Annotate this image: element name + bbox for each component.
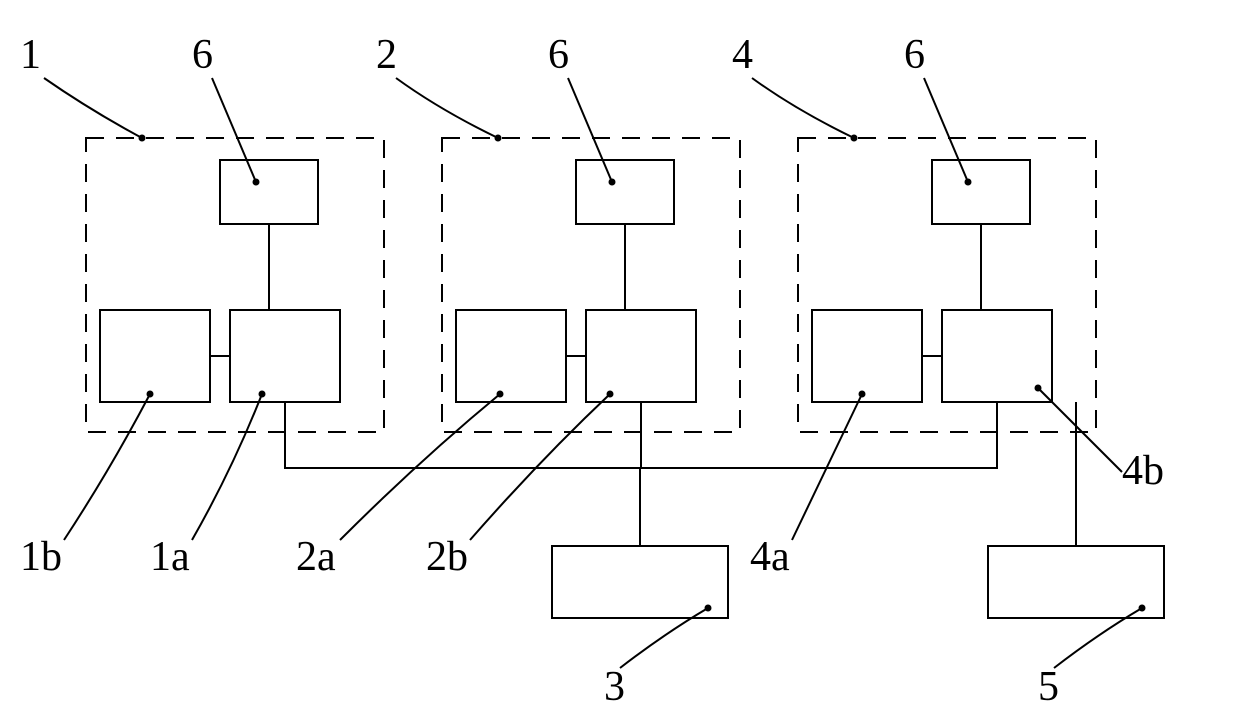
leader-dot-c6b bbox=[609, 179, 616, 186]
leader-dot-c6c bbox=[965, 179, 972, 186]
block-diagram: 1 6 2 6 4 6 1b 1a 2a 2b 4a 4b 3 5 bbox=[0, 0, 1240, 726]
leader-dot-c4b bbox=[1035, 385, 1042, 392]
label-c2a: 2a bbox=[296, 534, 336, 580]
leader-dot-c2b bbox=[607, 391, 614, 398]
leader-c1a bbox=[192, 394, 262, 540]
connector-b1_right_bottom-b2_right_bottom bbox=[285, 402, 641, 468]
box-top6_1 bbox=[220, 160, 318, 224]
box-b2_left bbox=[456, 310, 566, 402]
leader-dot-c1b bbox=[147, 391, 154, 398]
label-c4a: 4a bbox=[750, 534, 790, 580]
leader-dot-c2a bbox=[497, 391, 504, 398]
leader-dot-c4a bbox=[859, 391, 866, 398]
label-c4: 4 bbox=[732, 32, 753, 78]
box-b2_right bbox=[586, 310, 696, 402]
label-c3: 3 bbox=[604, 664, 625, 710]
box-box5 bbox=[988, 546, 1164, 618]
leader-c1b bbox=[64, 394, 150, 540]
leader-c6b bbox=[568, 78, 612, 182]
label-c1: 1 bbox=[20, 32, 41, 78]
label-c2: 2 bbox=[376, 32, 397, 78]
box-b1_left bbox=[100, 310, 210, 402]
leader-c6a bbox=[212, 78, 256, 182]
leader-c6c bbox=[924, 78, 968, 182]
leader-c4b bbox=[1038, 388, 1122, 472]
box-b1_right bbox=[230, 310, 340, 402]
label-c5: 5 bbox=[1038, 664, 1059, 710]
leader-dot-c6a bbox=[253, 179, 260, 186]
leader-dot-c1a bbox=[259, 391, 266, 398]
leader-dot-c1 bbox=[139, 135, 146, 142]
label-c6b: 6 bbox=[548, 32, 569, 78]
leader-dot-c3 bbox=[705, 605, 712, 612]
label-c1a: 1a bbox=[150, 534, 190, 580]
label-c1b: 1b bbox=[20, 534, 62, 580]
leader-dot-c4 bbox=[851, 135, 858, 142]
label-c6a: 6 bbox=[192, 32, 213, 78]
leader-c2 bbox=[396, 78, 498, 138]
leader-dot-c2 bbox=[495, 135, 502, 142]
label-c4b: 4b bbox=[1122, 448, 1164, 494]
box-b4_left bbox=[812, 310, 922, 402]
label-c6c: 6 bbox=[904, 32, 925, 78]
box-top6_2 bbox=[576, 160, 674, 224]
connector-b2_right_bottom-b4_right_bottom bbox=[641, 402, 997, 468]
leader-c1 bbox=[44, 78, 142, 138]
label-c2b: 2b bbox=[426, 534, 468, 580]
box-top6_4 bbox=[932, 160, 1030, 224]
box-box3 bbox=[552, 546, 728, 618]
leader-dot-c5 bbox=[1139, 605, 1146, 612]
leader-c4 bbox=[752, 78, 854, 138]
